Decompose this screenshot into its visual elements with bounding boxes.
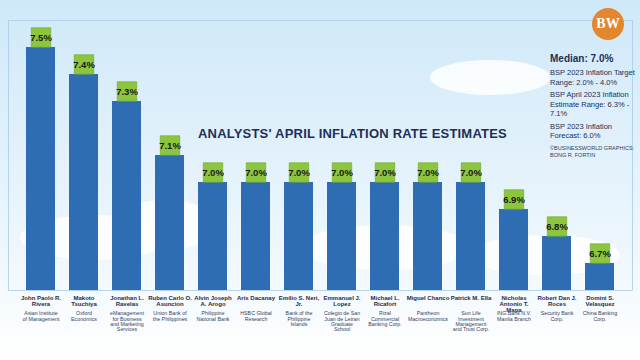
svg-text:7.0%: 7.0% <box>374 167 396 178</box>
svg-text:Union Bank ofthe Philippines: Union Bank ofthe Philippines <box>153 310 188 321</box>
svg-text:7.0%: 7.0% <box>417 167 439 178</box>
svg-text:Alvin JosephA. Arogo: Alvin JosephA. Arogo <box>194 295 232 307</box>
svg-text:OxfordEconomics: OxfordEconomics <box>71 310 97 321</box>
svg-text:Ruben Carlo O.Asuncion: Ruben Carlo O.Asuncion <box>148 295 192 307</box>
svg-text:PhilippineNational Bank: PhilippineNational Bank <box>197 310 230 321</box>
svg-text:7.0%: 7.0% <box>245 167 267 178</box>
svg-text:6.7%: 6.7% <box>589 248 611 259</box>
svg-text:7.0%: 7.0% <box>288 167 310 178</box>
svg-text:eManagementfor Businessand Mar: eManagementfor Businessand MarketingServ… <box>110 310 144 332</box>
svg-text:John Paolo R.Rivera: John Paolo R.Rivera <box>21 295 61 307</box>
svg-text:Miguel Chanco: Miguel Chanco <box>407 295 450 301</box>
svg-text:Asian Instituteof Management: Asian Instituteof Management <box>23 310 60 321</box>
svg-text:HSBC GlobalResearch: HSBC GlobalResearch <box>240 310 272 321</box>
svg-text:Emmanuel J.Lopez: Emmanuel J.Lopez <box>323 295 360 307</box>
svg-text:7.4%: 7.4% <box>73 59 95 70</box>
svg-text:7.3%: 7.3% <box>116 86 138 97</box>
svg-text:Jonathan L.Ravelas: Jonathan L.Ravelas <box>110 295 144 307</box>
svg-text:Patrick M. Ella: Patrick M. Ella <box>451 295 492 301</box>
svg-text:RizalCommercialBanking Corp.: RizalCommercialBanking Corp. <box>368 310 402 327</box>
svg-text:7.5%: 7.5% <box>30 32 52 43</box>
svg-text:Colegio de SanJuan de LetranGr: Colegio de SanJuan de LetranGraduateScho… <box>324 310 360 332</box>
svg-text:Aris Dacanay: Aris Dacanay <box>237 295 276 301</box>
svg-text:ING Bank N.V.Manila Branch: ING Bank N.V.Manila Branch <box>497 310 531 321</box>
svg-text:PantheonMacroeconomics: PantheonMacroeconomics <box>408 310 448 321</box>
svg-text:7.0%: 7.0% <box>331 167 353 178</box>
svg-text:Michael L.Ricafort: Michael L.Ricafort <box>370 295 399 307</box>
svg-text:Emilio S. Neri,Jr.: Emilio S. Neri,Jr. <box>279 295 320 307</box>
svg-text:7.1%: 7.1% <box>159 140 181 151</box>
svg-text:6.9%: 6.9% <box>503 194 525 205</box>
svg-text:6.8%: 6.8% <box>546 221 568 232</box>
svg-text:Sun LifeInvestmentManagementan: Sun LifeInvestmentManagementand Trust Co… <box>453 310 490 332</box>
svg-text:Robert Dan J.Roces: Robert Dan J.Roces <box>537 295 576 307</box>
svg-text:China BankingCorp.: China BankingCorp. <box>583 310 618 321</box>
svg-text:MakotoTsuchiya: MakotoTsuchiya <box>71 295 97 307</box>
svg-text:Bank of thePhilippineIslands: Bank of thePhilippineIslands <box>286 310 313 327</box>
svg-text:7.0%: 7.0% <box>202 167 224 178</box>
svg-text:Domini S.Velasquez: Domini S.Velasquez <box>585 295 614 307</box>
svg-text:7.0%: 7.0% <box>460 167 482 178</box>
svg-text:Security BankCorp.: Security BankCorp. <box>541 310 574 321</box>
